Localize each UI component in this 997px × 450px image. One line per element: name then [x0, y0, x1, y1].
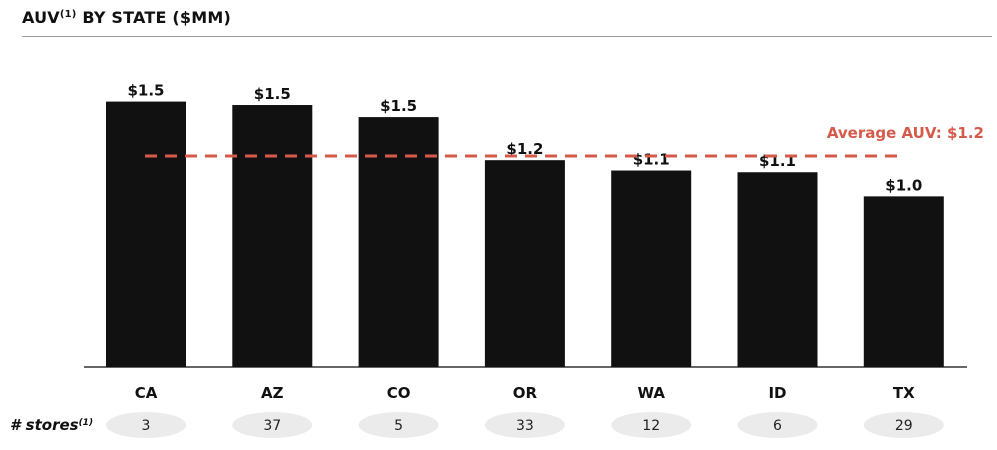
tick-label-id: ID — [768, 384, 786, 402]
chart-title-suffix: BY STATE ($MM) — [76, 8, 231, 27]
store-count-co: 5 — [394, 418, 403, 434]
tick-label-co: CO — [387, 384, 411, 402]
store-count-wa: 12 — [642, 418, 660, 434]
store-count-pill-wa — [611, 412, 692, 438]
data-label-ca: $1.5 — [127, 82, 164, 100]
store-count-pill-or — [484, 412, 565, 438]
tick-label-or: OR — [513, 384, 538, 402]
chart-title-prefix: AUV — [22, 8, 60, 27]
chart-title: AUV(1) BY STATE ($MM) — [22, 8, 231, 27]
bar-co — [358, 117, 439, 368]
stores-label-footnote: (1) — [78, 418, 94, 428]
tick-label-tx: TX — [893, 384, 915, 402]
title-divider — [22, 36, 992, 37]
store-count-pill-tx — [863, 412, 944, 438]
bar-id — [737, 172, 818, 367]
bar-tx — [863, 196, 944, 367]
tick-label-az: AZ — [261, 384, 284, 402]
stores-label-text: # stores — [10, 416, 79, 434]
bar-or — [484, 160, 565, 367]
store-count-id: 6 — [773, 418, 782, 434]
store-count-pill-id — [737, 412, 818, 438]
bar-az — [232, 105, 313, 367]
store-count-pill-az — [232, 412, 313, 438]
data-label-az: $1.5 — [254, 85, 291, 103]
store-count-or: 33 — [516, 418, 534, 434]
store-count-az: 37 — [263, 418, 281, 434]
stores-row-label: # stores(1) — [10, 416, 93, 434]
store-count-ca: 3 — [142, 418, 151, 434]
store-count-pill-co — [358, 412, 439, 438]
data-label-tx: $1.0 — [885, 176, 922, 194]
average-label: Average AUV: $1.2 — [827, 124, 984, 142]
bar-wa — [611, 170, 692, 367]
chart-title-footnote: (1) — [59, 9, 77, 20]
data-label-co: $1.5 — [380, 97, 417, 115]
tick-label-wa: WA — [637, 384, 665, 402]
store-count-tx: 29 — [895, 418, 913, 434]
data-label-or: $1.2 — [506, 140, 543, 158]
tick-label-ca: CA — [135, 384, 158, 402]
data-label-wa: $1.1 — [633, 151, 670, 169]
store-count-pill-ca — [106, 412, 186, 438]
bar-ca — [106, 101, 186, 367]
